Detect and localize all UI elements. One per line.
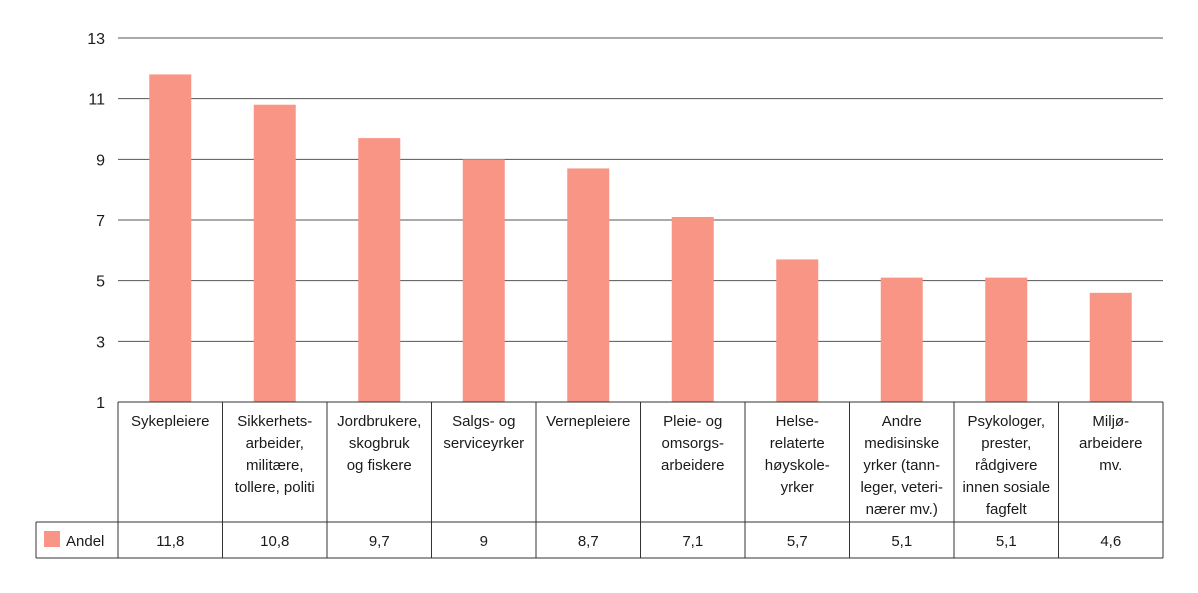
category-label: Sikkerhets-arbeider, militære, tollere, po… [235, 413, 315, 496]
legend: Andel [44, 531, 104, 550]
value-label: 4,6 [1100, 533, 1121, 550]
bar [253, 104, 296, 402]
category-label: Psykologer, prester, rådgivere innen sosial… [962, 413, 1050, 518]
value-label: 9 [480, 533, 488, 550]
bar [462, 159, 505, 402]
y-tick-label: 13 [87, 31, 105, 48]
y-tick-label: 3 [96, 334, 105, 351]
bars [149, 74, 1132, 403]
bar [880, 277, 923, 402]
value-label: 9,7 [369, 533, 390, 550]
y-tick-label: 5 [96, 274, 105, 291]
bar [985, 277, 1028, 402]
category-labels: Sykepleiere Sikkerhets-arbeider, militære,… [131, 413, 1142, 518]
category-label: Vernepleiere [546, 413, 630, 430]
value-labels: 11,8 10,8 9,7 9 8,7 7,1 5,7 5,1 5,1 4,6 [156, 533, 1121, 550]
value-label: 7,1 [682, 533, 703, 550]
value-label: 8,7 [578, 533, 599, 550]
value-label: 11,8 [156, 533, 184, 550]
category-label: Jordbrukere, skogbruk og fiskere [337, 413, 421, 474]
bar [671, 216, 714, 402]
category-label: Andre medisinske yrker (tann-leger, veteri… [860, 413, 943, 518]
y-tick-label: 11 [88, 92, 105, 109]
y-tick-label: 1 [96, 395, 105, 412]
category-label: Helse-relaterte høyskole-yrker [765, 413, 830, 496]
y-tick-label: 7 [96, 213, 105, 230]
data-table [35, 401, 1164, 559]
value-label: 10,8 [260, 533, 289, 550]
category-label: Pleie- og omsorgs-arbeidere [661, 413, 724, 474]
bar [358, 138, 401, 402]
bar [149, 74, 192, 403]
y-tick-label: 9 [96, 152, 105, 169]
category-label: Sykepleiere [131, 413, 209, 430]
legend-swatch [44, 531, 60, 547]
category-label: Salgs- og serviceyrker [443, 413, 524, 452]
category-label: Miljø-arbeidere mv. [1079, 413, 1142, 474]
bar [776, 259, 819, 402]
bar [1089, 292, 1132, 402]
value-label: 5,1 [891, 533, 912, 550]
value-label: 5,7 [787, 533, 808, 550]
bar [567, 168, 610, 402]
value-label: 5,1 [996, 533, 1017, 550]
legend-label: Andel [66, 533, 104, 550]
